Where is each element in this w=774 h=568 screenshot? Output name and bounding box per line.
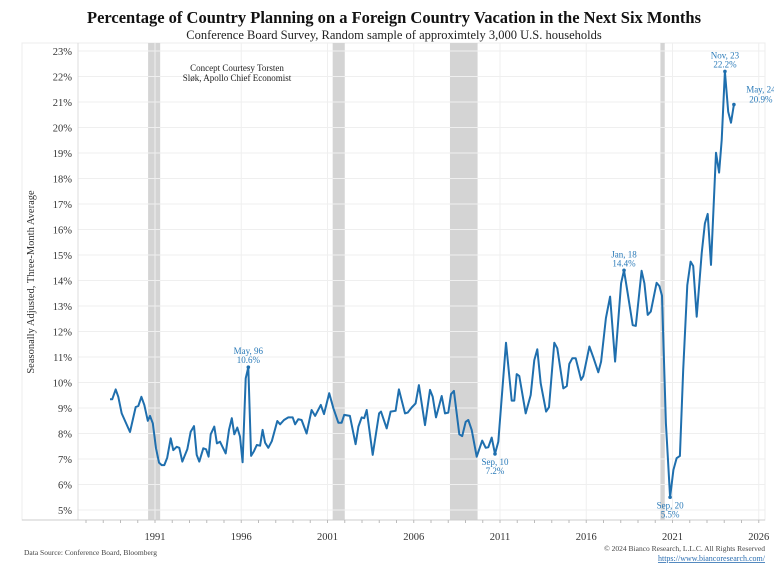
recession-band: [449, 43, 478, 520]
y-tick-label: 19%: [53, 149, 73, 160]
y-tick-label: 17%: [53, 200, 73, 211]
concept-note-line-2: Sløk, Apollo Chief Economist: [183, 73, 292, 83]
annotation-marker: [723, 69, 727, 74]
annotation-value: 10.6%: [237, 355, 261, 365]
annotation-value: 5.5%: [661, 509, 680, 519]
annotation-value: 7.2%: [486, 466, 505, 476]
copyright: © 2024 Bianco Research, L.L.C. All Right…: [604, 544, 765, 553]
y-tick-label: 10%: [53, 379, 73, 390]
annotation-date: Sep, 10: [481, 457, 509, 467]
annotation-date: Nov, 23: [711, 50, 740, 60]
chart-subtitle: Conference Board Survey, Random sample o…: [186, 28, 602, 42]
annotation-date: Jan, 18: [611, 249, 637, 259]
series-line-group: [110, 70, 735, 499]
annotation-marker: [622, 268, 626, 273]
y-tick-label: 7%: [58, 455, 72, 466]
series-line: [110, 70, 735, 499]
y-tick-labels: 5% 6% 7% 8% 9% 10% 11% 12% 13% 14% 15% 16% 17% 18% 19%…: [53, 47, 73, 517]
y-tick-label: 8%: [58, 430, 72, 441]
annotation-marker: [246, 365, 251, 370]
annotation-date: Sep, 20: [657, 500, 685, 510]
y-tick-label: 6%: [58, 481, 72, 492]
y-tick-label: 22%: [53, 73, 73, 84]
x-tick-label: 2016: [576, 532, 597, 543]
recession-band: [148, 43, 161, 520]
y-tick-label: 23%: [53, 47, 73, 58]
annotation-value: 14.4%: [612, 258, 636, 268]
y-tick-label: 11%: [53, 353, 72, 364]
annotation-date: May, 24: [746, 85, 774, 95]
annotation-value: 20.9%: [749, 95, 773, 105]
recession-band: [332, 43, 345, 520]
data-source: Data Source: Conference Board, Bloomberg: [24, 548, 157, 557]
y-tick-label: 5%: [58, 506, 72, 517]
y-tick-label: 9%: [58, 404, 72, 415]
x-tick-label: 2001: [317, 532, 338, 543]
concept-note-line-1: Concept Courtesy Torsten: [190, 63, 284, 73]
y-tick-label: 12%: [53, 328, 73, 339]
y-tick-label: 14%: [53, 277, 73, 288]
annotation-marker: [493, 452, 497, 456]
annotation-date: May, 96: [234, 346, 264, 356]
y-tick-label: 20%: [53, 124, 73, 135]
plot-frame: [21, 42, 766, 521]
annotation-value: 22.2%: [713, 59, 737, 69]
y-tick-label: 15%: [53, 251, 73, 262]
y-tick-label: 16%: [53, 226, 73, 237]
x-tick-label: 2021: [662, 532, 683, 543]
x-tick-labels: 1991 1996 2001 2006 2011 2016 2021 2026: [85, 520, 769, 543]
y-tick-label: 21%: [53, 98, 73, 109]
x-tick-label: 2006: [403, 532, 424, 543]
recession-band: [660, 43, 665, 520]
x-tick-label: 2011: [490, 532, 511, 543]
website-link[interactable]: https://www.biancoresearch.com/: [658, 554, 766, 563]
x-tick-label: 2026: [748, 532, 769, 543]
annotation-marker: [668, 495, 672, 500]
annotation-marker: [732, 102, 736, 107]
y-axis-label: Seasonally Adjusted, Three-Month Average: [26, 190, 37, 374]
y-tick-label: 13%: [53, 302, 73, 313]
x-tick-label: 1996: [231, 532, 252, 543]
chart-title: Percentage of Country Planning on a Fore…: [87, 8, 702, 27]
y-tick-label: 18%: [53, 175, 73, 186]
x-tick-label: 1991: [145, 532, 166, 543]
